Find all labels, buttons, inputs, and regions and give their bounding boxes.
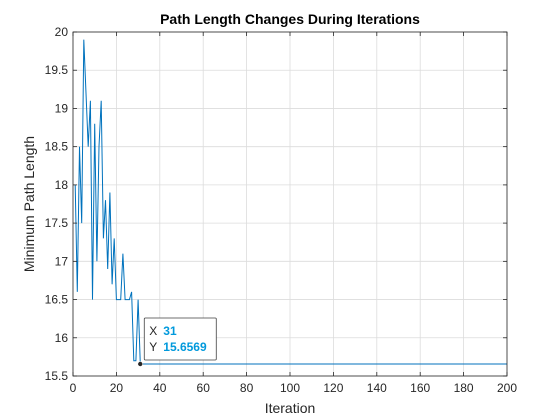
y-tick-label: 15.5 [45, 369, 69, 383]
data-tip-x-value: 31 [163, 324, 177, 338]
y-tick-label: 18 [55, 178, 69, 192]
series-line [74, 39, 507, 365]
y-tick-label: 16 [55, 331, 69, 345]
data-tip-x-label: X [149, 324, 157, 338]
x-tick-label: 40 [153, 381, 167, 395]
data-tip[interactable]: X 31 Y 15.6569 [137, 317, 217, 367]
data-tip-box [143, 317, 217, 361]
y-tick-label: 19.5 [45, 63, 69, 77]
x-tick-label: 180 [454, 381, 474, 395]
chart-title: Path Length Changes During Iterations [160, 11, 420, 27]
x-tick-label: 120 [323, 381, 343, 395]
y-tick-label: 17 [55, 254, 69, 268]
x-tick-label: 20 [110, 381, 124, 395]
data-tip-marker [137, 361, 144, 367]
x-tick-label: 80 [240, 381, 254, 395]
x-tick-label: 140 [367, 381, 387, 395]
y-tick-label: 20 [55, 25, 69, 39]
x-tick-label: 160 [410, 381, 430, 395]
y-tick-label: 18.5 [45, 140, 69, 154]
y-tick-label: 17.5 [45, 216, 69, 230]
y-axis-label: Minimum Path Length [21, 136, 37, 272]
tick-layer: 0 20 40 60 80 100 120 140 160 180 200 15.5 16 16.5 17 1… [45, 25, 518, 395]
series-layer [74, 39, 507, 365]
data-tip-y-value: 15.6569 [163, 340, 207, 354]
x-tick-label: 60 [197, 381, 211, 395]
x-axis-label: Iteration [265, 400, 316, 416]
x-tick-label: 200 [497, 381, 517, 395]
x-tick-label: 100 [280, 381, 300, 395]
data-tip-y-label: Y [149, 340, 157, 354]
y-tick-label: 16.5 [45, 293, 69, 307]
x-tick-label: 0 [70, 381, 77, 395]
y-tick-label: 19 [55, 101, 69, 115]
